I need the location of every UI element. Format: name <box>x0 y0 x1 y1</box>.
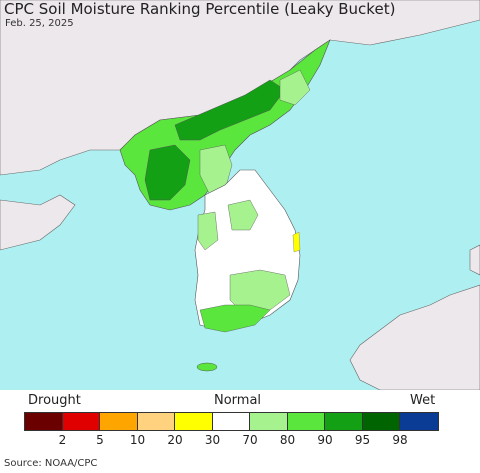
legend-swatch <box>250 413 288 430</box>
map-date: Feb. 25, 2025 <box>5 18 74 29</box>
north-light-zone <box>279 69 311 106</box>
legend-swatch <box>137 413 175 430</box>
source-text: Source: NOAA/CPC <box>4 458 98 469</box>
legend-swatch <box>62 413 100 430</box>
legend-tick-label: 5 <box>96 433 104 447</box>
legend-normal-label: Normal <box>214 393 262 408</box>
legend-swatch <box>362 413 400 430</box>
west-wet-zone <box>144 144 191 201</box>
legend-tick-label: 90 <box>317 433 333 447</box>
legend-swatch <box>175 413 213 430</box>
legend-tick-label: 20 <box>167 433 183 447</box>
south-light-zone <box>229 269 291 316</box>
legend-tick-label: 2 <box>58 433 67 447</box>
legend-wet-label: Wet <box>410 393 436 408</box>
legend-swatch <box>100 413 138 430</box>
soil-moisture-map <box>0 0 480 390</box>
west-coast-zone <box>197 211 219 251</box>
legend-swatch <box>400 413 438 430</box>
shandong-land <box>0 194 76 251</box>
legend-drought-label: Drought <box>28 393 81 408</box>
legend-tick-label: 95 <box>354 433 371 447</box>
central-light-zone <box>227 199 259 231</box>
north-wet-zone <box>174 79 286 141</box>
japan-island <box>469 244 480 276</box>
legend-tick-label: 70 <box>242 433 258 447</box>
legend-swatch <box>212 413 250 430</box>
legend-tick-label: 30 <box>204 433 221 447</box>
legend-color-bar <box>24 412 439 431</box>
legend-tick-label: 80 <box>279 433 296 447</box>
legend-tick-label: 10 <box>129 433 146 447</box>
south-wet-zone <box>199 304 271 333</box>
legend-swatch <box>25 413 63 430</box>
legend-swatch <box>325 413 363 430</box>
east-coast-dry-spot <box>292 231 301 253</box>
jeju-island <box>196 362 218 372</box>
japan-land <box>349 284 480 390</box>
legend-swatch <box>287 413 325 430</box>
map-title: CPC Soil Moisture Ranking Percentile (Le… <box>4 0 396 18</box>
legend-tick-label: 98 <box>392 433 408 447</box>
